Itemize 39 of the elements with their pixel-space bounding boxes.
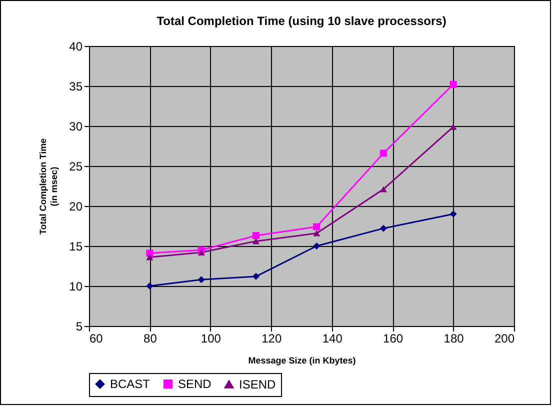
- point: [450, 80, 457, 88]
- point: [198, 249, 205, 256]
- y-tick-label: 35: [69, 80, 83, 94]
- point: [313, 230, 320, 236]
- point: [450, 124, 457, 130]
- y-axis-title: Total Completion Time (in msec): [38, 138, 60, 235]
- point: [146, 250, 154, 257]
- x-tick-label: 80: [144, 332, 158, 346]
- y-tick-label: 5: [76, 320, 83, 334]
- x-tick-label: 140: [322, 332, 343, 346]
- point: [198, 276, 205, 284]
- point: [313, 223, 320, 230]
- point: [146, 282, 154, 290]
- y-tick-label: 25: [69, 160, 83, 174]
- x-axis-title: Message Size (in Kbytes): [248, 356, 356, 366]
- y-tick-label: 20: [69, 200, 83, 214]
- point: [380, 224, 387, 232]
- y-tick-label: 15: [69, 240, 83, 254]
- legend-label: SEND: [178, 377, 212, 392]
- y-tick-label: 10: [69, 280, 83, 294]
- legend-label: BCAST: [110, 377, 151, 392]
- point: [252, 238, 260, 244]
- point: [380, 186, 387, 192]
- point: [450, 210, 457, 218]
- legend-label: ISEND: [239, 377, 276, 392]
- point: [252, 232, 260, 240]
- x-tick-label: 160: [383, 332, 404, 346]
- x-tick-label: 120: [262, 332, 282, 346]
- y-tick-label: 40: [69, 40, 83, 54]
- point: [146, 254, 154, 260]
- x-tick-label: 100: [200, 332, 222, 346]
- chart-title: Total Completion Time (using 10 slave processors): [156, 14, 446, 28]
- point: [380, 150, 387, 157]
- x-tick-label: 200: [494, 332, 515, 346]
- point: [252, 272, 260, 280]
- point: [313, 242, 320, 250]
- x-tick-label: 180: [444, 332, 464, 346]
- y-tick-label: 30: [69, 120, 83, 134]
- x-tick-label: 60: [90, 332, 104, 346]
